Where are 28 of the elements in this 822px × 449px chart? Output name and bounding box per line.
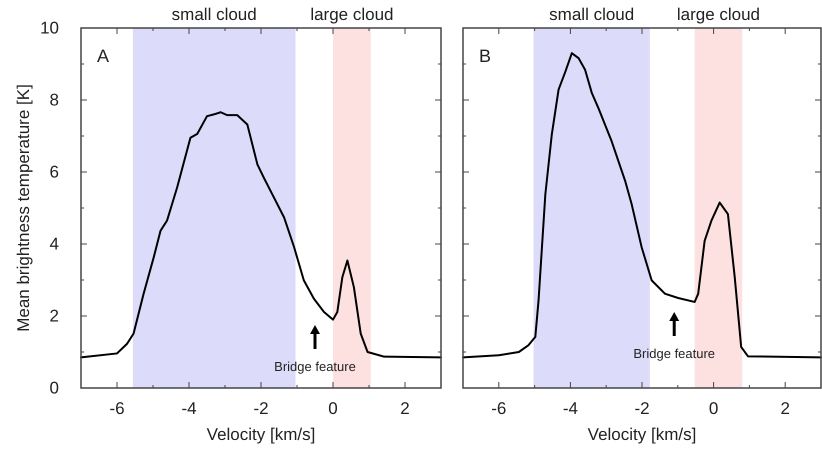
y-tick-label: 4: [50, 234, 59, 254]
y-tick-label: 0: [50, 378, 59, 398]
annotation: Bridge feature: [633, 346, 716, 361]
line-series: [80, 111, 442, 358]
x-tick-label: -2: [634, 399, 650, 418]
x-axis-title: Velocity [km/s]: [588, 425, 696, 444]
x-tick-label: -4: [562, 399, 578, 418]
band-label: large cloud: [676, 5, 760, 24]
annotation: B: [479, 46, 492, 66]
x-tick-label: 0: [328, 399, 338, 418]
y-tick-label: 2: [50, 306, 59, 326]
annotation: Bridge feature: [274, 359, 356, 374]
y-tick-label: 6: [50, 162, 59, 182]
x-tick-label: 2: [780, 399, 790, 418]
y-tick-label: 10: [40, 18, 59, 38]
x-tick-label: -6: [491, 399, 506, 418]
band-label: large cloud: [310, 5, 394, 24]
band-label: small cloud: [549, 5, 634, 24]
x-tick-label: 2: [400, 399, 410, 418]
x-tick-label: -6: [109, 399, 125, 418]
x-tick-label: -2: [253, 399, 269, 418]
y-tick-label: 8: [50, 90, 59, 110]
x-axis-title: Velocity [km/s]: [206, 425, 316, 444]
x-tick-label: 0: [708, 399, 718, 418]
x-tick-label: -4: [181, 399, 197, 418]
band-label: small cloud: [172, 5, 257, 24]
annotation: A: [97, 46, 110, 66]
y-axis-title: Mean brightness temperature [K]: [14, 84, 33, 332]
